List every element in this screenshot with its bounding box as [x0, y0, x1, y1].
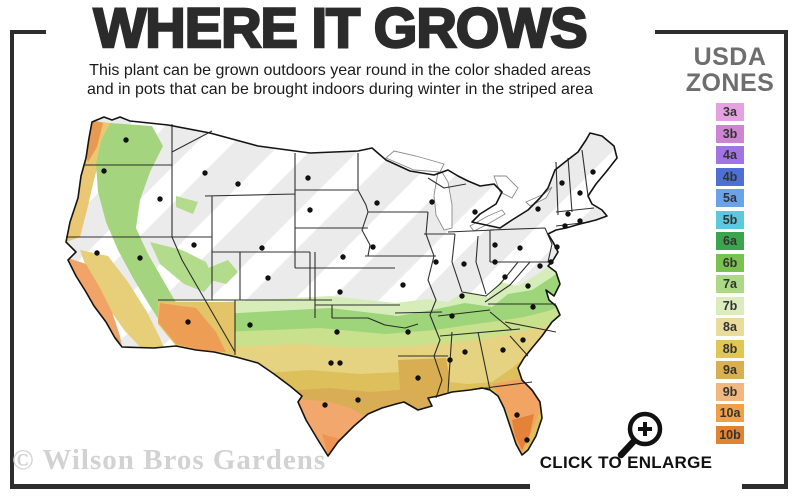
zone-chip-7b: 7b: [716, 296, 744, 315]
city-dot: [577, 218, 583, 224]
zone-chip-3b: 3b: [716, 124, 744, 143]
city-dot: [577, 190, 583, 196]
city-dot: [328, 360, 334, 366]
city-dot: [374, 200, 380, 206]
click-to-enlarge-label[interactable]: CLICK TO ENLARGE: [539, 453, 713, 472]
legend-title-line-2: ZONES: [685, 69, 775, 97]
city-dot: [590, 169, 596, 175]
zone-chip-3a: 3a: [716, 103, 744, 121]
frame-border-right: [784, 30, 788, 489]
city-dot: [447, 357, 453, 363]
city-dot: [355, 397, 361, 403]
city-dot: [305, 175, 311, 181]
city-dot: [525, 283, 531, 289]
frame-border-bottom-right: [742, 484, 788, 489]
city-dot: [185, 319, 191, 325]
city-dot: [337, 360, 343, 366]
zone-chip-5a: 5a: [716, 189, 744, 207]
city-dot: [492, 242, 498, 248]
city-dot: [565, 211, 571, 217]
city-dot: [137, 255, 143, 261]
zone-chip-9a: 9a: [716, 361, 744, 379]
city-dot: [502, 274, 508, 280]
state-dots: [94, 137, 596, 443]
city-dot: [461, 261, 467, 267]
city-dot: [462, 349, 468, 355]
city-dot: [537, 263, 543, 269]
city-dot: [429, 199, 435, 205]
legend-title-line-1: USDA: [693, 43, 767, 71]
zone-chip-8b: 8b: [716, 339, 744, 358]
city-dot: [202, 170, 208, 176]
zone-chip-4b: 4b: [716, 167, 744, 186]
city-dot: [535, 206, 541, 212]
city-dot: [400, 282, 406, 288]
city-dot: [259, 245, 265, 251]
frame-border-left: [10, 30, 14, 489]
city-dot: [123, 137, 129, 143]
subtitle-line-1: This plant can be grown outdoors year ro…: [89, 62, 591, 79]
city-dot: [562, 223, 568, 229]
city-dot: [500, 347, 506, 353]
city-dot: [459, 293, 465, 299]
city-dot: [472, 209, 478, 215]
city-dot: [307, 207, 313, 213]
city-dot: [524, 437, 530, 443]
city-dot: [157, 196, 163, 202]
zone-chip-5b: 5b: [716, 210, 744, 229]
city-dot: [340, 254, 346, 260]
city-dot: [322, 402, 328, 408]
city-dot: [548, 259, 554, 265]
city-dot: [191, 242, 197, 248]
city-dot: [517, 245, 523, 251]
city-dot: [559, 180, 565, 186]
city-dot: [415, 375, 421, 381]
city-dot: [405, 329, 411, 335]
city-dot: [265, 275, 271, 281]
zone-chip-10b: 10b: [716, 425, 744, 444]
city-dot: [554, 244, 560, 250]
zone-chip-10a: 10a: [716, 404, 744, 422]
subtitle-line-2: and in pots that can be brought indoors …: [86, 80, 594, 98]
city-dot: [449, 313, 455, 319]
city-dot: [514, 412, 520, 418]
zone-chip-9b: 9b: [716, 382, 744, 401]
frame-border-top-right: [655, 30, 788, 34]
city-dot: [433, 259, 439, 265]
frame-border-bottom-left: [10, 484, 530, 489]
zone-chip-4a: 4a: [716, 146, 744, 164]
subtitle: This plant can be grown outdoors year ro…: [30, 62, 650, 99]
watermark: © Wilson Bros Gardens: [12, 444, 327, 476]
usda-zones-legend: USDA ZONES 3a 3b 4a 4b 5a 5b 6a 6b 7a 7b 8a 8b 9a 9b 1…: [674, 44, 786, 444]
city-dot: [235, 181, 241, 187]
city-dot: [247, 322, 253, 328]
zone-chip-8a: 8a: [716, 318, 744, 336]
zone-chip-6a: 6a: [716, 232, 744, 250]
zone-chip-7a: 7a: [716, 275, 744, 293]
page-title: WHERE IT GROWS: [92, 0, 588, 60]
city-dot: [520, 337, 526, 343]
frame-border-top-left: [10, 30, 46, 34]
city-dot: [101, 168, 107, 174]
city-dot: [334, 329, 340, 335]
zone-list: 3a 3b 4a 4b 5a 5b 6a 6b 7a 7b 8a 8b 9a 9b 10a 10b: [674, 103, 786, 444]
city-dot: [337, 289, 343, 295]
city-dot: [530, 304, 536, 310]
zone-chip-6b: 6b: [716, 253, 744, 272]
city-dot: [370, 244, 376, 250]
city-dot: [94, 250, 100, 256]
magnifying-glass-plus-icon[interactable]: [612, 406, 670, 464]
city-dot: [492, 259, 498, 265]
